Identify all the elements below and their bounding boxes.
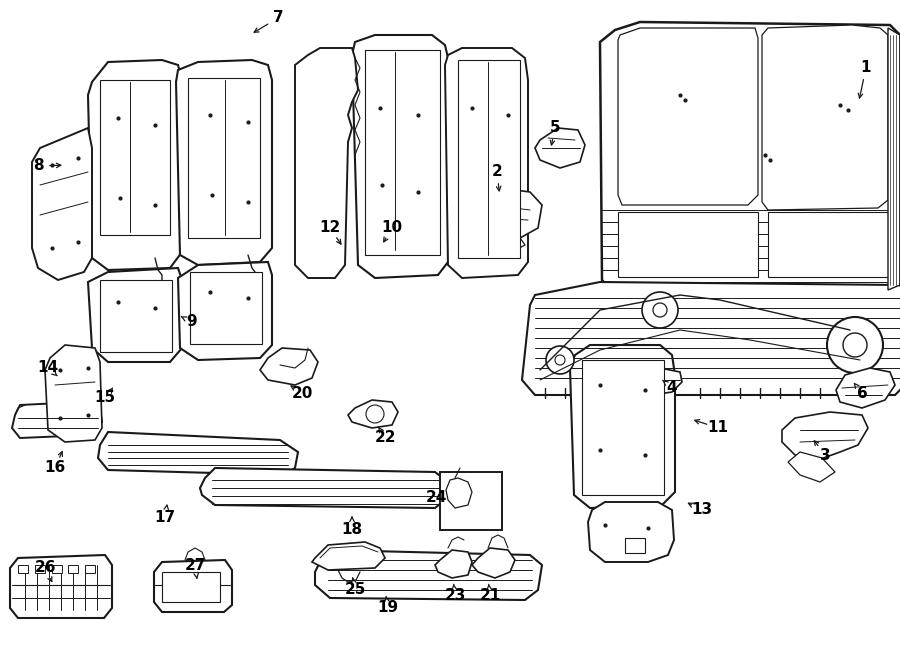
Text: 14: 14 [38, 360, 58, 375]
Bar [625, 538, 645, 553]
Polygon shape [176, 60, 272, 265]
Text: 1: 1 [860, 61, 871, 75]
Text: 7: 7 [273, 11, 284, 26]
Polygon shape [600, 22, 900, 295]
Text: 15: 15 [94, 391, 115, 405]
Polygon shape [12, 402, 102, 438]
Bar [365, 50, 440, 255]
Polygon shape [260, 348, 318, 385]
Bar [18, 565, 28, 573]
Polygon shape [88, 268, 182, 362]
Polygon shape [348, 400, 398, 428]
Text: 27: 27 [184, 559, 206, 574]
Bar [85, 565, 95, 573]
Text: 20: 20 [292, 385, 312, 401]
Text: 12: 12 [320, 221, 340, 235]
Polygon shape [200, 468, 448, 508]
Text: 16: 16 [44, 461, 66, 475]
Polygon shape [492, 228, 525, 252]
Polygon shape [45, 345, 102, 442]
Circle shape [827, 317, 883, 373]
Circle shape [555, 355, 565, 365]
Polygon shape [312, 542, 385, 570]
Polygon shape [535, 128, 585, 168]
Bar [52, 565, 62, 573]
Polygon shape [588, 502, 674, 562]
Bar [768, 212, 888, 277]
Polygon shape [762, 25, 888, 210]
Polygon shape [10, 555, 112, 618]
Bar [100, 80, 170, 235]
Polygon shape [178, 262, 272, 360]
Polygon shape [352, 35, 448, 278]
Circle shape [546, 346, 574, 374]
Text: 10: 10 [382, 221, 402, 235]
Text: 21: 21 [480, 588, 500, 603]
Text: 13: 13 [691, 502, 713, 518]
Text: 23: 23 [445, 588, 465, 603]
Text: 25: 25 [345, 582, 365, 598]
Polygon shape [154, 560, 232, 612]
Polygon shape [446, 478, 472, 508]
Polygon shape [618, 28, 758, 205]
Bar [68, 565, 78, 573]
Circle shape [642, 292, 678, 328]
Polygon shape [435, 550, 472, 578]
Text: 8: 8 [32, 159, 43, 173]
Text: 9: 9 [186, 315, 197, 329]
Polygon shape [836, 368, 895, 408]
Circle shape [366, 405, 384, 423]
Polygon shape [32, 128, 92, 280]
Polygon shape [888, 28, 900, 290]
Polygon shape [88, 60, 182, 270]
Polygon shape [522, 282, 900, 395]
Bar [440, 472, 502, 530]
Polygon shape [445, 48, 528, 278]
Bar [582, 360, 664, 495]
Polygon shape [570, 345, 675, 508]
Text: 3: 3 [820, 447, 831, 463]
Bar [188, 78, 260, 238]
Text: 24: 24 [426, 490, 446, 504]
Text: 26: 26 [34, 561, 56, 576]
Text: 17: 17 [155, 510, 176, 525]
Polygon shape [788, 452, 835, 482]
Bar [458, 60, 520, 258]
Circle shape [653, 303, 667, 317]
Text: 6: 6 [857, 385, 868, 401]
Text: 22: 22 [374, 430, 396, 444]
Text: 5: 5 [550, 120, 561, 136]
Text: 2: 2 [491, 165, 502, 180]
Polygon shape [315, 550, 542, 600]
Bar [35, 565, 45, 573]
Polygon shape [472, 548, 515, 578]
Polygon shape [295, 48, 358, 278]
Circle shape [843, 333, 867, 357]
Text: 19: 19 [377, 600, 399, 615]
Polygon shape [482, 188, 542, 238]
Polygon shape [635, 368, 682, 395]
Polygon shape [782, 412, 868, 460]
Text: 11: 11 [707, 420, 728, 436]
Text: 4: 4 [667, 381, 678, 395]
Bar [190, 272, 262, 344]
Bar [618, 212, 758, 277]
Polygon shape [98, 432, 298, 475]
Bar [100, 280, 172, 352]
Bar [162, 572, 220, 602]
Text: 18: 18 [341, 522, 363, 537]
